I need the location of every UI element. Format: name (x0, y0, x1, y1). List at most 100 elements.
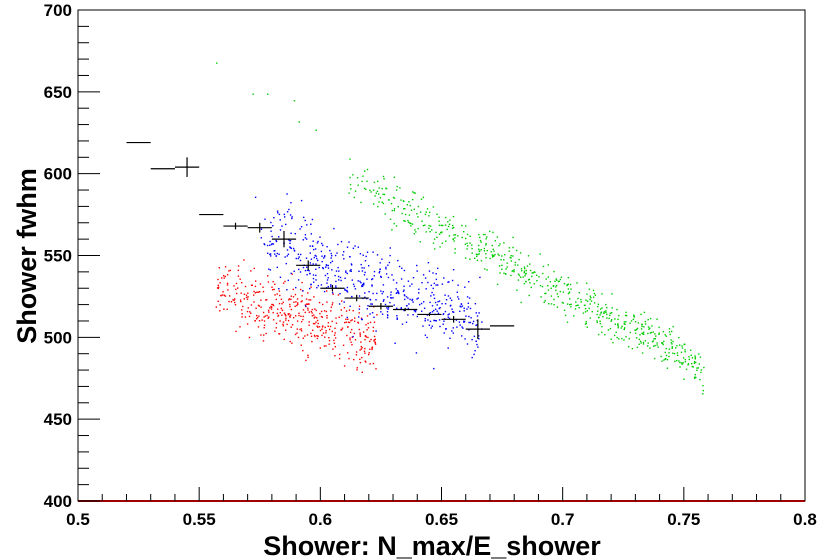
data-point (364, 335, 367, 337)
data-point (270, 221, 272, 224)
data-point (471, 356, 473, 359)
data-point (316, 287, 318, 289)
data-point (430, 327, 432, 329)
data-point (321, 260, 323, 263)
data-point (384, 303, 387, 306)
data-point (262, 286, 264, 288)
data-point (287, 279, 289, 282)
data-point (610, 320, 612, 322)
data-point (273, 217, 275, 219)
data-point (217, 287, 220, 290)
data-point (337, 294, 340, 296)
data-point (589, 295, 591, 297)
data-point (665, 354, 668, 357)
data-point (387, 264, 389, 266)
data-point (606, 317, 608, 319)
data-point (375, 299, 377, 301)
data-point (331, 302, 334, 304)
data-point (672, 352, 674, 354)
data-point (323, 256, 326, 258)
data-point (258, 320, 261, 322)
data-point (392, 297, 394, 299)
data-point (573, 315, 575, 317)
data-point (431, 229, 433, 231)
data-point (454, 248, 456, 250)
data-point (375, 368, 377, 370)
data-point (510, 274, 512, 277)
data-point (412, 301, 414, 303)
data-point (643, 326, 645, 328)
data-point (272, 319, 275, 321)
data-point (223, 277, 225, 279)
data-point (360, 341, 362, 343)
data-point (518, 274, 521, 277)
data-point (691, 357, 694, 359)
data-point (270, 255, 272, 257)
data-point (385, 273, 388, 275)
data-point (279, 320, 281, 322)
data-point (433, 238, 436, 240)
data-point (656, 344, 658, 346)
data-point (555, 284, 558, 287)
profile-marker (174, 157, 200, 177)
data-point (362, 331, 365, 333)
data-point (253, 301, 255, 303)
data-point (369, 321, 372, 324)
data-point (469, 235, 471, 237)
data-point (699, 378, 701, 381)
data-point (310, 310, 312, 313)
data-point (584, 308, 587, 310)
data-point (267, 275, 269, 277)
data-point (300, 301, 302, 303)
data-point (378, 272, 380, 274)
data-point (475, 218, 477, 221)
data-point (298, 314, 300, 317)
data-point (560, 276, 563, 278)
data-point (680, 351, 683, 353)
data-point (647, 326, 650, 328)
data-point (379, 268, 381, 270)
data-point (402, 200, 405, 202)
data-point (508, 247, 511, 249)
data-point (219, 304, 221, 306)
data-point (682, 357, 685, 359)
data-point (694, 376, 696, 378)
data-point (317, 335, 319, 337)
data-point (532, 272, 534, 274)
data-point (274, 283, 276, 285)
data-point (504, 254, 506, 256)
data-point (244, 316, 247, 318)
data-point (476, 315, 479, 317)
data-point (278, 213, 281, 216)
data-point (296, 298, 299, 300)
data-point (320, 315, 323, 318)
data-point (333, 342, 336, 344)
data-point (366, 315, 369, 317)
data-point (328, 339, 331, 342)
data-point (359, 333, 361, 336)
data-point (440, 224, 443, 227)
data-point (269, 240, 271, 243)
data-point (635, 329, 637, 331)
data-point (226, 274, 229, 276)
data-point (432, 206, 435, 208)
data-point (447, 314, 449, 316)
data-point (327, 322, 330, 324)
data-point (636, 327, 639, 330)
data-point (237, 287, 239, 289)
data-point (566, 321, 569, 323)
data-point (694, 355, 696, 357)
data-point (382, 193, 384, 195)
data-point (566, 284, 568, 286)
data-point (448, 223, 451, 225)
data-point (529, 269, 532, 272)
data-point (342, 344, 345, 346)
data-point (441, 242, 443, 244)
data-point (405, 321, 408, 323)
data-point (698, 353, 700, 355)
data-point (321, 326, 324, 328)
data-point (285, 319, 287, 321)
data-point (334, 355, 336, 357)
data-point (644, 340, 647, 342)
data-point (357, 184, 359, 186)
